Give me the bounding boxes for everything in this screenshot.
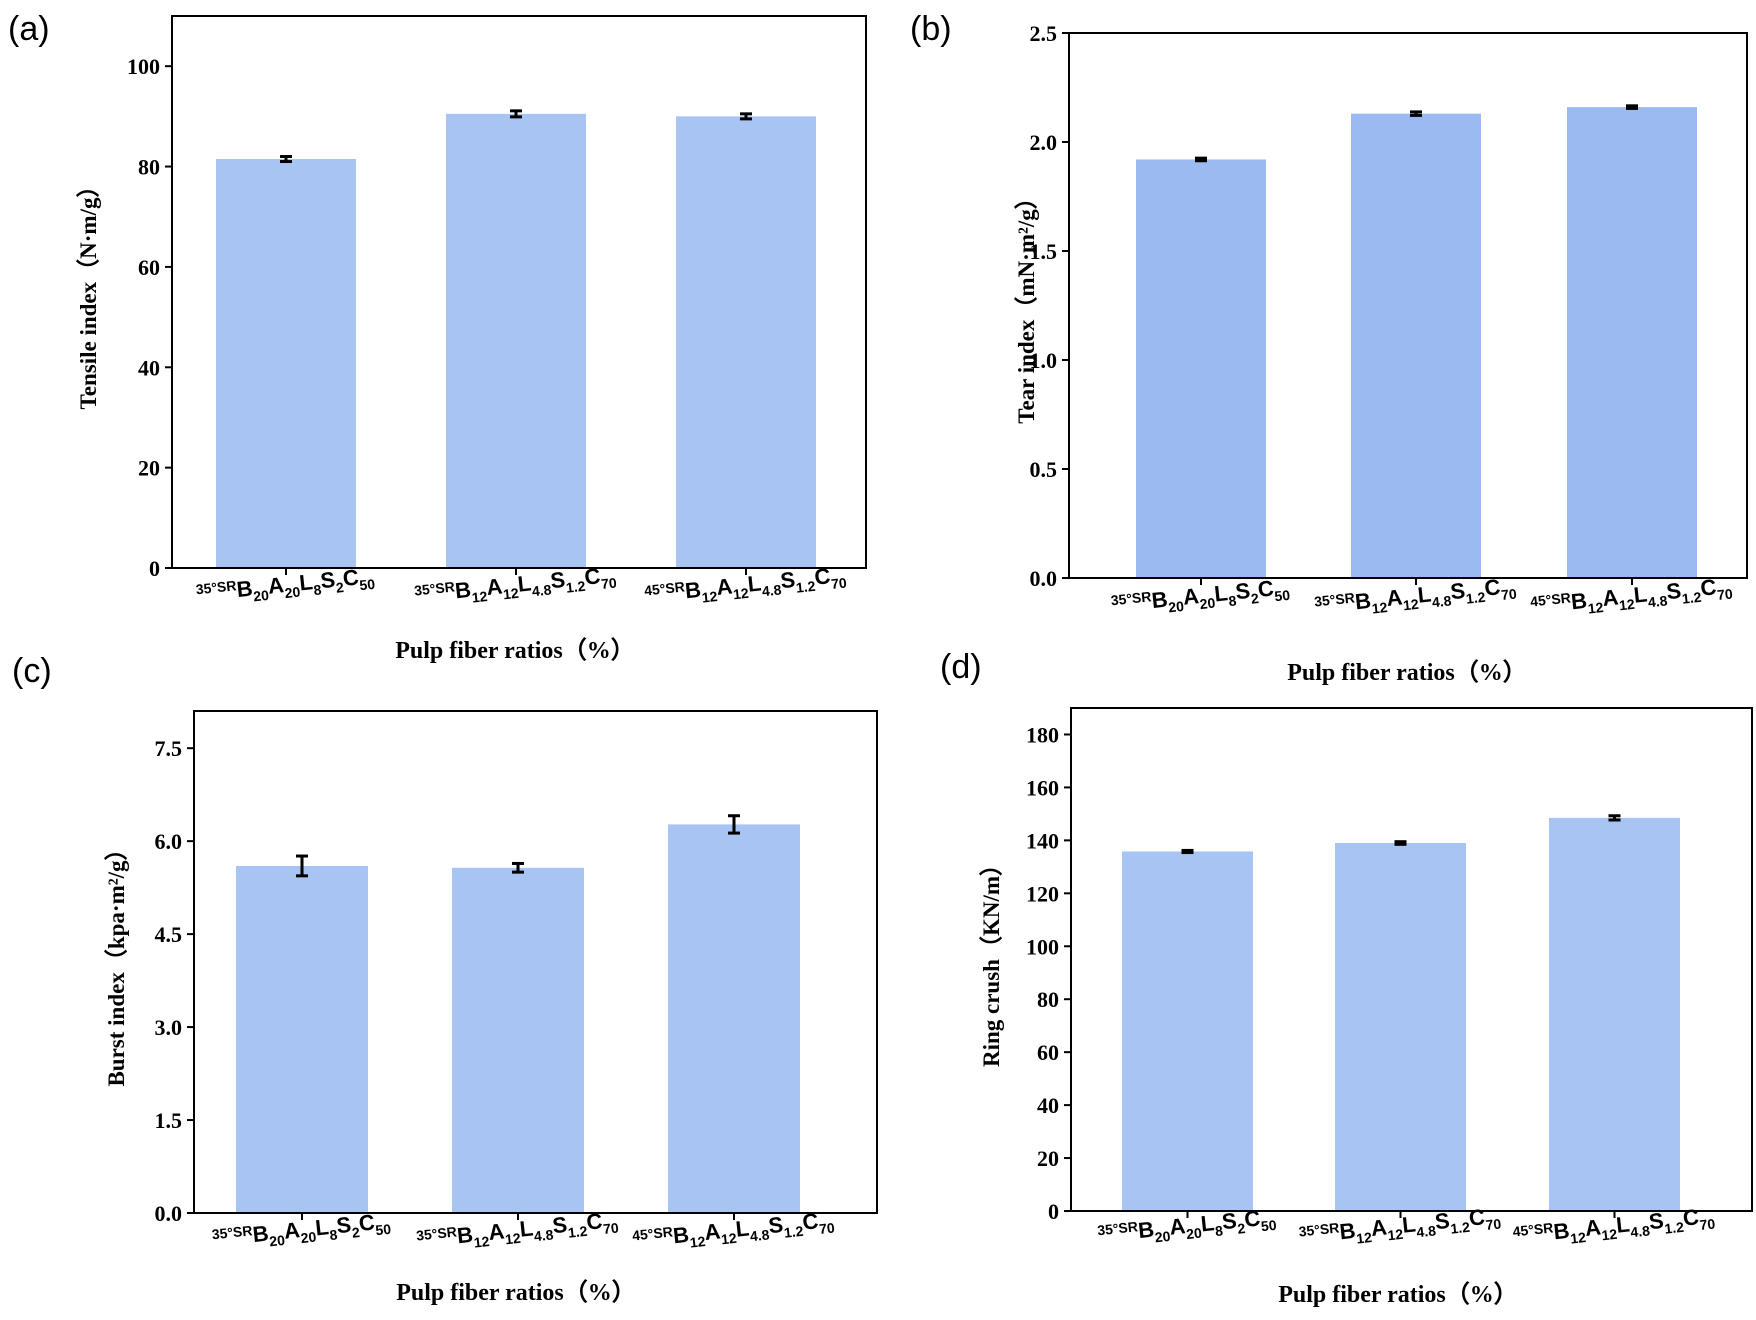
- y-tick-label: 40: [138, 355, 160, 380]
- x-category-label: 35°SRB12A12L4.8S1.2C70: [1298, 1203, 1502, 1253]
- x-category-label: 45°SRB12A12L4.8S1.2C70: [1529, 573, 1733, 623]
- error-bar: [512, 861, 524, 874]
- x-category-label: 35°SRB20A20L8S2C50: [211, 1208, 392, 1256]
- error-bar: [1394, 840, 1407, 846]
- bar: [1136, 159, 1266, 578]
- y-tick-label: 20: [138, 456, 160, 481]
- y-tick-label: 100: [127, 54, 160, 79]
- bar: [1567, 107, 1697, 579]
- chart-panel-1: (a) 0 20 40 60 80 100 35°SRB20A20L8S2C50 35°SRB1…: [8, 10, 867, 664]
- panel-label: (a): [8, 10, 50, 48]
- y-tick-label: 40: [1037, 1093, 1059, 1118]
- chart-panel-4: (d) 0 20 40 60 80 100 120 140 160 180 35°SRB20A20L8…: [940, 648, 1753, 1308]
- plot-frame: [1068, 32, 1748, 579]
- y-tick-label: 1.5: [155, 1108, 183, 1133]
- y-tick-label: 1.5: [1030, 239, 1058, 264]
- plot-frame: [1070, 707, 1753, 1212]
- y-tick-label: 60: [138, 255, 160, 280]
- x-category-label: 35°SRB12A12L4.8S1.2C70: [1313, 573, 1517, 623]
- y-tick-label: 0.0: [1030, 566, 1058, 591]
- chart-panel-3: (c) 0.0 1.5 3.0 4.5 6.0 7.5 35°SRB20A20L8S2C50 3…: [12, 652, 878, 1306]
- y-tick-label: 0: [1048, 1199, 1059, 1224]
- x-axis-title: Pulp fiber ratios（%）: [1278, 1281, 1518, 1308]
- x-category-label: 35°SRB12A12L4.8S1.2C70: [413, 562, 617, 612]
- bar: [452, 867, 584, 1213]
- y-tick-label: 160: [1026, 775, 1059, 800]
- plot-frame: [193, 710, 878, 1214]
- error-bar: [280, 155, 292, 164]
- error-bar: [510, 109, 522, 119]
- y-tick-label: 20: [1037, 1146, 1059, 1171]
- panel-label: (b): [910, 10, 952, 48]
- y-tick-label: 140: [1026, 828, 1059, 853]
- panel-label: (c): [12, 652, 52, 690]
- x-category-label: 35°SRB20A20L8S2C50: [1110, 574, 1291, 622]
- error-bar: [728, 814, 740, 835]
- y-tick-label: 100: [1026, 934, 1059, 959]
- y-tick-label: 80: [138, 155, 160, 180]
- y-tick-label: 60: [1037, 1040, 1059, 1065]
- error-bar: [1626, 104, 1638, 110]
- x-axis-title: Pulp fiber ratios（%）: [396, 1279, 636, 1306]
- y-tick-label: 4.5: [155, 922, 183, 947]
- error-bar: [1195, 156, 1207, 163]
- y-tick-label: 0.5: [1030, 457, 1058, 482]
- y-tick-label: 2.5: [1030, 21, 1058, 46]
- y-tick-label: 3.0: [155, 1015, 183, 1040]
- bar: [1335, 843, 1466, 1211]
- bar: [668, 824, 800, 1213]
- error-bar: [740, 112, 752, 121]
- x-category-label: 35°SRB20A20L8S2C50: [1097, 1204, 1278, 1252]
- x-category-label: 45°SRB12A12L4.8S1.2C70: [1512, 1203, 1716, 1253]
- bar: [446, 113, 586, 568]
- error-bar: [296, 854, 308, 878]
- y-tick-label: 80: [1037, 987, 1059, 1012]
- error-bar: [1410, 110, 1422, 117]
- y-axis-title: Burst index（kpa·m²/g）: [103, 837, 129, 1086]
- y-tick-label: 0.0: [155, 1201, 183, 1226]
- bar: [216, 159, 356, 568]
- y-tick-label: 2.0: [1030, 130, 1058, 155]
- x-axis-title: Pulp fiber ratios（%）: [395, 637, 635, 664]
- x-category-label: 45°SRB12A12L4.8S1.2C70: [643, 562, 847, 612]
- y-tick-label: 180: [1026, 722, 1059, 747]
- error-bar: [1608, 814, 1621, 822]
- bar: [1549, 817, 1680, 1211]
- y-tick-label: 120: [1026, 881, 1059, 906]
- y-tick-label: 6.0: [155, 829, 183, 854]
- y-axis-title: Ring crush（KN/m）: [978, 853, 1004, 1067]
- bar: [1351, 113, 1481, 578]
- chart-panel-2: (b) 0.0 0.5 1.0 1.5 2.0 2.5 35°SRB20A20L8S2C50 3…: [910, 10, 1748, 686]
- x-category-label: 35°SRB12A12L4.8S1.2C70: [415, 1207, 619, 1257]
- plot-frame: [171, 15, 867, 569]
- bar: [1122, 851, 1253, 1211]
- bar: [236, 865, 368, 1213]
- y-axis-title: Tear index（mN·m²/g）: [1013, 186, 1039, 424]
- panel-label: (d): [940, 648, 982, 686]
- y-tick-label: 7.5: [155, 736, 183, 761]
- y-tick-label: 0: [149, 556, 160, 581]
- error-bar: [1181, 848, 1194, 855]
- bar: [676, 116, 816, 568]
- x-category-label: 45°SRB12A12L4.8S1.2C70: [631, 1207, 835, 1257]
- y-tick-label: 1.0: [1030, 348, 1058, 373]
- x-axis-title: Pulp fiber ratios（%）: [1287, 659, 1527, 686]
- x-category-label: 35°SRB20A20L8S2C50: [195, 563, 376, 611]
- y-axis-title: Tensile index（N·m/g）: [75, 175, 101, 410]
